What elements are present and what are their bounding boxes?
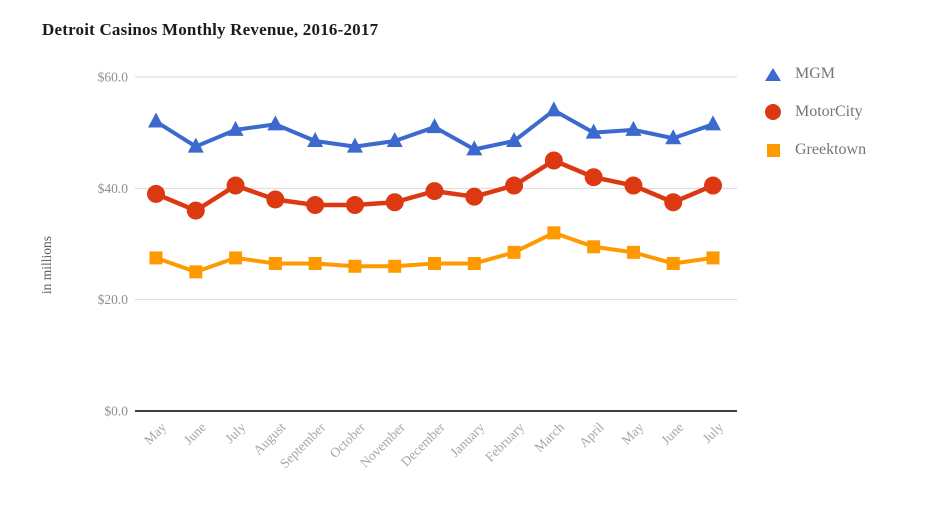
triangle-marker-icon <box>764 65 782 83</box>
x-tick-label: February <box>482 419 527 464</box>
y-axis-title: in millions <box>39 236 54 294</box>
data-point-mgm-1[interactable] <box>187 137 204 153</box>
data-point-mgm-10[interactable] <box>545 101 562 117</box>
data-point-mgm-14[interactable] <box>705 115 721 131</box>
data-point-motorcity-7[interactable] <box>425 182 444 201</box>
data-point-greektown-2[interactable] <box>229 251 243 265</box>
data-point-mgm-13[interactable] <box>665 129 682 145</box>
data-point-motorcity-2[interactable] <box>226 176 245 195</box>
data-point-motorcity-0[interactable] <box>147 184 165 203</box>
data-point-motorcity-13[interactable] <box>664 193 683 212</box>
data-point-motorcity-4[interactable] <box>306 196 325 215</box>
data-point-motorcity-10[interactable] <box>544 151 563 170</box>
y-tick-label: $0.0 <box>104 404 128 419</box>
data-point-greektown-11[interactable] <box>587 240 601 254</box>
data-point-greektown-12[interactable] <box>626 245 640 259</box>
data-point-mgm-11[interactable] <box>585 123 602 139</box>
data-point-motorcity-8[interactable] <box>465 187 484 206</box>
data-point-mgm-8[interactable] <box>466 140 483 156</box>
data-point-greektown-5[interactable] <box>348 259 362 273</box>
x-tick-label: July <box>700 419 727 446</box>
legend-label-greektown: Greektown <box>795 141 867 158</box>
data-point-motorcity-5[interactable] <box>345 196 364 215</box>
data-point-mgm-2[interactable] <box>227 120 244 136</box>
data-point-greektown-10[interactable] <box>547 226 561 240</box>
x-tick-label: July <box>222 419 249 446</box>
x-tick-label: March <box>531 419 567 455</box>
data-point-motorcity-3[interactable] <box>266 190 285 209</box>
data-point-motorcity-11[interactable] <box>584 168 603 187</box>
data-point-motorcity-6[interactable] <box>385 193 404 212</box>
chart-legend: MGM MotorCity Greektown <box>764 62 866 162</box>
y-tick-label: $60.0 <box>98 70 129 85</box>
data-point-motorcity-1[interactable] <box>186 201 205 220</box>
legend-label-mgm: MGM <box>795 65 836 82</box>
y-tick-label: $40.0 <box>98 181 129 196</box>
data-point-greektown-0[interactable] <box>149 251 163 265</box>
legend-item-greektown: Greektown <box>764 138 866 162</box>
chart-title: Detroit Casinos Monthly Revenue, 2016-20… <box>42 20 379 39</box>
data-point-mgm-6[interactable] <box>386 132 403 148</box>
x-tick-label: April <box>576 419 607 450</box>
x-tick-label: May <box>141 419 169 447</box>
data-point-greektown-1[interactable] <box>189 265 203 279</box>
circle-marker-icon <box>764 103 782 121</box>
y-tick-label: $20.0 <box>98 292 129 307</box>
data-point-greektown-7[interactable] <box>428 256 441 270</box>
x-tick-label: June <box>658 420 686 448</box>
x-tick-label: June <box>181 420 209 448</box>
data-point-greektown-4[interactable] <box>308 256 322 270</box>
data-point-greektown-3[interactable] <box>268 256 282 270</box>
data-point-mgm-4[interactable] <box>307 132 324 148</box>
data-point-motorcity-12[interactable] <box>624 176 643 195</box>
square-marker-icon <box>764 141 782 159</box>
data-point-mgm-5[interactable] <box>346 137 363 153</box>
data-point-greektown-6[interactable] <box>388 259 402 273</box>
data-point-mgm-3[interactable] <box>267 115 284 131</box>
data-point-motorcity-14[interactable] <box>704 176 722 195</box>
data-point-mgm-7[interactable] <box>426 118 443 134</box>
data-point-greektown-13[interactable] <box>666 256 680 270</box>
x-tick-label: August <box>250 419 288 457</box>
legend-label-motorcity: MotorCity <box>795 103 863 120</box>
data-point-greektown-9[interactable] <box>507 245 521 259</box>
x-tick-label: May <box>618 419 646 447</box>
data-point-mgm-0[interactable] <box>148 112 164 128</box>
data-point-motorcity-9[interactable] <box>505 176 524 195</box>
legend-item-motorcity: MotorCity <box>764 100 866 124</box>
data-point-mgm-12[interactable] <box>625 120 642 136</box>
data-point-greektown-14[interactable] <box>706 251 720 265</box>
data-point-greektown-8[interactable] <box>467 256 481 270</box>
legend-item-mgm: MGM <box>764 62 866 86</box>
x-tick-label: December <box>398 419 448 469</box>
data-point-mgm-9[interactable] <box>506 132 523 148</box>
